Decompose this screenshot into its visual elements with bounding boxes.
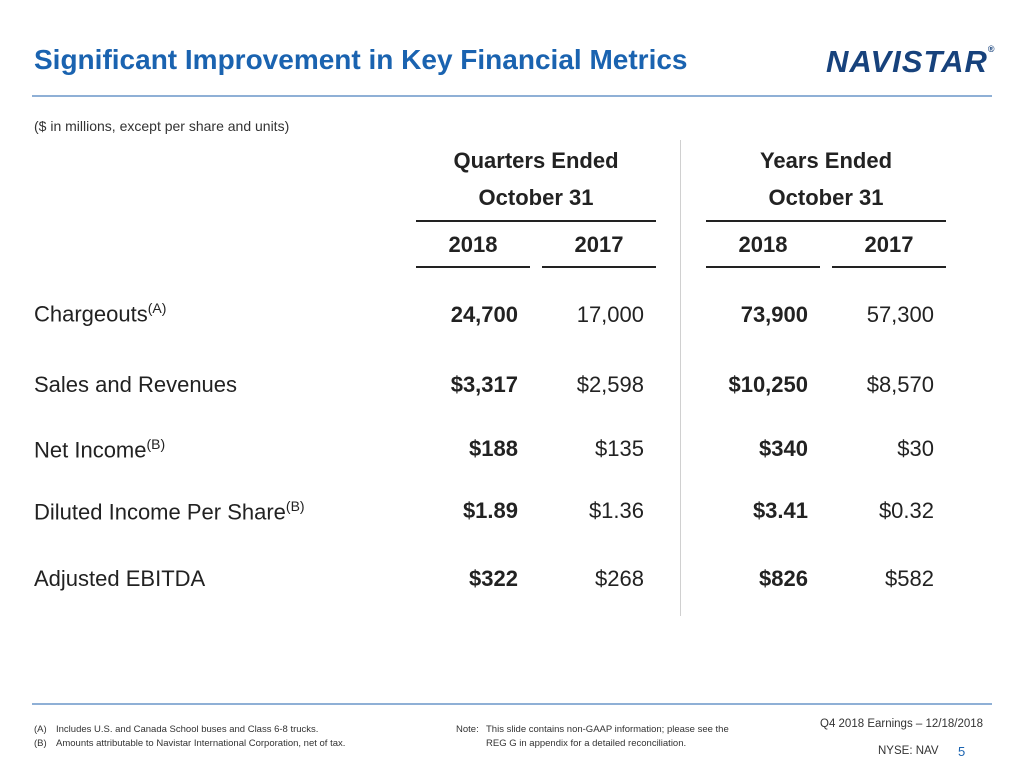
- table-cell: $1.36: [588, 498, 644, 523]
- year-underline: [416, 266, 530, 268]
- table-cell: $1.89: [462, 498, 518, 523]
- table-cell: $30: [897, 436, 934, 461]
- table-cell: $135: [595, 436, 644, 461]
- footnote-key: (A): [34, 724, 47, 735]
- logo-registered-mark: ®: [987, 44, 996, 54]
- footnote-ref: (A): [147, 300, 167, 316]
- year-underline: [542, 266, 656, 268]
- footnote-a: (A) Includes U.S. and Canada School buses…: [34, 724, 318, 735]
- row-label-chargeouts: Chargeouts(A): [34, 300, 167, 327]
- table-cell: $826: [759, 566, 808, 591]
- row-label-adjusted-ebitda: Adjusted EBITDA: [34, 566, 206, 591]
- table-cell: $322: [469, 566, 518, 591]
- year-header: 2018: [448, 232, 498, 257]
- table-cell: 57,300: [866, 302, 934, 327]
- year-underline: [706, 266, 820, 268]
- table-cell: 73,900: [740, 302, 808, 327]
- year-header: 2017: [864, 232, 914, 257]
- navistar-logo: NAVISTAR®: [826, 44, 996, 80]
- logo-text: NAVISTAR: [826, 44, 988, 79]
- row-label-sales-and-revenues: Sales and Revenues: [34, 372, 238, 397]
- table-cell: $3,317: [450, 372, 518, 397]
- page-title: Significant Improvement in Key Financial…: [34, 44, 688, 75]
- table-cell: $582: [885, 566, 934, 591]
- row-label-diluted-income-per-share: Diluted Income Per Share(B): [34, 498, 305, 525]
- note-label: Note:: [456, 724, 479, 735]
- column-separator: [680, 140, 681, 616]
- note-text-line2: REG G in appendix for a detailed reconci…: [486, 738, 687, 749]
- units-note: ($ in millions, except per share and uni…: [34, 118, 290, 134]
- page-number: 5: [958, 744, 966, 759]
- group-header-line2: October 31: [478, 185, 594, 210]
- table-cell: $268: [595, 566, 644, 591]
- group-underline-quarters: [416, 220, 656, 222]
- note-text-line1: This slide contains non-GAAP information…: [486, 724, 729, 735]
- table-cell: $188: [469, 436, 518, 461]
- footnote-ref: (B): [146, 436, 166, 452]
- group-header-line2: October 31: [768, 185, 884, 210]
- group-header-line1: Quarters Ended: [453, 148, 619, 173]
- table-cell: $8,570: [866, 372, 934, 397]
- group-header-line1: Years Ended: [759, 148, 893, 173]
- group-header-quarters: Quarters Ended October 31: [416, 142, 656, 216]
- group-header-years: Years Ended October 31: [706, 142, 946, 216]
- table-cell: $10,250: [728, 372, 808, 397]
- year-header: 2017: [574, 232, 624, 257]
- table-cell: $0.32: [878, 498, 934, 523]
- footnote-b: (B) Amounts attributable to Navistar Inte…: [34, 738, 345, 749]
- footnote-ref: (B): [285, 498, 305, 514]
- year-underline: [832, 266, 946, 268]
- ticker-label: NYSE: NAV: [878, 745, 939, 757]
- header-divider: [32, 95, 992, 97]
- group-underline-years: [706, 220, 946, 222]
- table-cell: 17,000: [576, 302, 644, 327]
- table-cell: $340: [759, 436, 808, 461]
- footnote-key: (B): [34, 738, 47, 749]
- event-label: Q4 2018 Earnings – 12/18/2018: [820, 718, 984, 730]
- footnote-text: Includes U.S. and Canada School buses an…: [56, 724, 319, 735]
- row-label-net-income: Net Income(B): [34, 436, 166, 463]
- table-cell: 24,700: [450, 302, 518, 327]
- table-cell: $3.41: [752, 498, 808, 523]
- year-header: 2018: [738, 232, 788, 257]
- footer-divider: [32, 703, 992, 705]
- footnote-text: Amounts attributable to Navistar Interna…: [56, 738, 346, 749]
- table-cell: $2,598: [576, 372, 644, 397]
